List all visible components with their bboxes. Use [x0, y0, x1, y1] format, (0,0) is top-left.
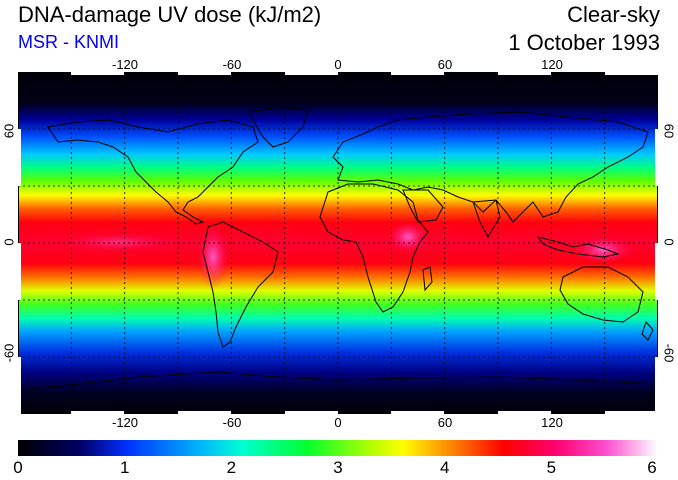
- colorbar-label-4: 4: [439, 458, 450, 477]
- hotspot-andes: [197, 225, 229, 289]
- lat-label-right-0: 0: [661, 238, 677, 246]
- madagascar-outline: [422, 266, 433, 292]
- lon-label-top-0: 0: [334, 57, 342, 72]
- australia-outline: [559, 266, 644, 323]
- eurasia-outline: [332, 111, 649, 223]
- lat-label-left-n60: 60: [1, 123, 17, 139]
- lon-label-bottom-w60: -60: [222, 415, 242, 430]
- antarctica-outline: [18, 371, 658, 391]
- source-label: MSR - KNMI: [18, 32, 119, 52]
- south-america-outline: [202, 221, 279, 348]
- lon-label-bottom-e120: 120: [541, 415, 563, 430]
- lon-label-top-w60: -60: [222, 57, 242, 72]
- uv-dose-world-map: [18, 72, 658, 414]
- arabia-outline: [402, 189, 444, 223]
- colorbar-label-6: 6: [647, 458, 657, 477]
- lon-label-bottom-e60: 60: [437, 415, 453, 430]
- lon-label-top-e120: 120: [541, 57, 563, 72]
- graticule: [18, 72, 658, 414]
- lon-label-bottom-w120: -120: [111, 415, 139, 430]
- colorbar-label-1: 1: [119, 458, 130, 477]
- indonesia-outline: [536, 236, 620, 258]
- map-title: DNA-damage UV dose (kJ/m2): [18, 2, 322, 27]
- hotspot-indonesia: [573, 236, 633, 264]
- map-frame: [18, 72, 658, 414]
- colorbar-label-5: 5: [546, 458, 557, 477]
- lat-label-left-s60: -60: [1, 343, 17, 363]
- colorbar-label-3: 3: [333, 458, 343, 477]
- colorbar: [18, 440, 658, 456]
- date-label: 1 October 1993: [508, 30, 660, 55]
- africa-outline: [319, 183, 429, 313]
- lat-label-left-0: 0: [1, 238, 17, 246]
- north-america-outline: [47, 119, 259, 225]
- colorbar-gradient: [18, 440, 658, 456]
- new-zealand-outline: [641, 321, 654, 341]
- lon-label-bottom-0: 0: [334, 415, 342, 430]
- lon-label-top-w120: -120: [111, 57, 139, 72]
- colorbar-label-0: 0: [13, 458, 23, 477]
- india-outline: [472, 199, 501, 239]
- lon-label-top-e60: 60: [437, 57, 453, 72]
- coastlines: [18, 106, 658, 391]
- sky-condition-label: Clear-sky: [567, 2, 660, 27]
- hotspot-east-africa: [388, 221, 428, 253]
- colorbar-label-2: 2: [226, 458, 237, 477]
- lat-label-right-s60: -60: [661, 343, 677, 363]
- lat-label-right-n60: 60: [661, 123, 677, 139]
- hotspot-pacific: [58, 232, 178, 252]
- greenland-outline: [247, 106, 309, 148]
